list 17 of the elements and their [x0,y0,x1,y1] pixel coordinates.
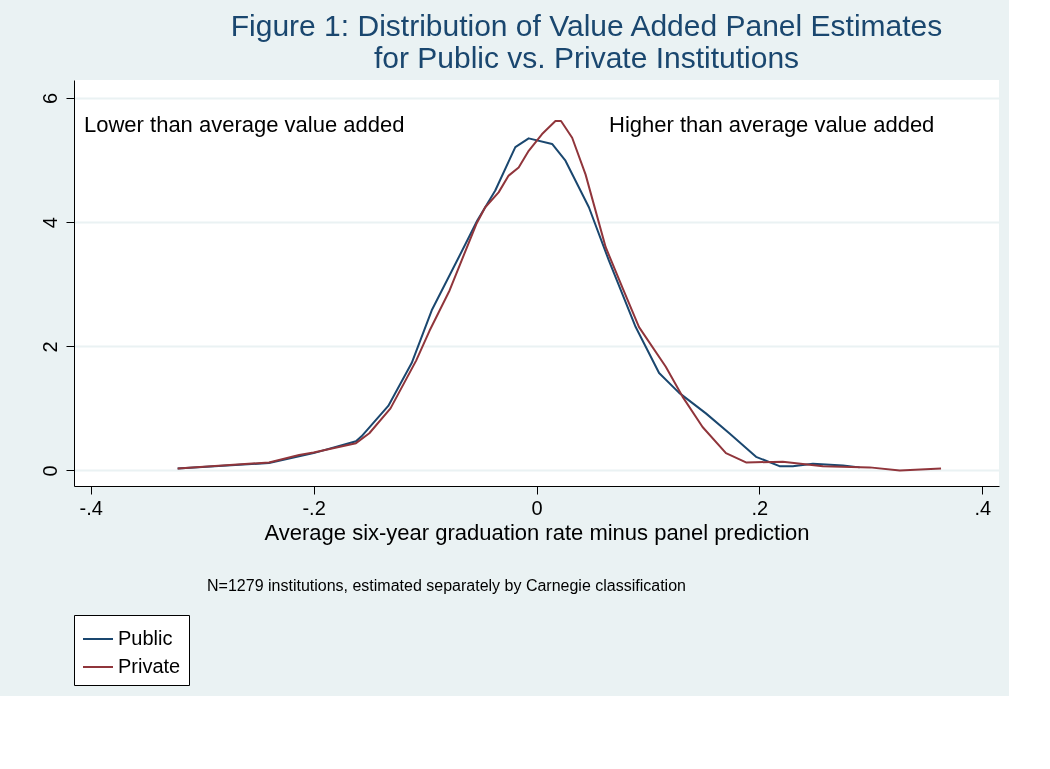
legend-label: Private [118,655,181,677]
legend-label: Public [118,627,173,649]
y-tick-label: 6 [38,92,61,105]
x-tick-label: -.2 [302,496,326,519]
x-tick-label: 0 [531,496,543,519]
annotation: Higher than average value added [609,112,935,137]
annotation: Lower than average value added [84,112,405,137]
y-tick-label: 2 [38,341,61,353]
x-axis-title: Average six-year graduation rate minus panel prediction [264,519,810,545]
x-tick-label: .2 [751,496,769,519]
x-tick-label: -.4 [79,496,103,519]
text: N=1279 institutions, estimated separately by Carnegie classification [207,577,686,594]
text: for Public vs. Private Institutions [373,41,800,74]
y-tick-label: 0 [38,465,61,477]
y-tick-label: 4 [38,217,61,229]
x-tick-label: .4 [974,496,992,519]
text: Figure 1: Distribution of Value Added Panel Estimates [230,9,943,42]
